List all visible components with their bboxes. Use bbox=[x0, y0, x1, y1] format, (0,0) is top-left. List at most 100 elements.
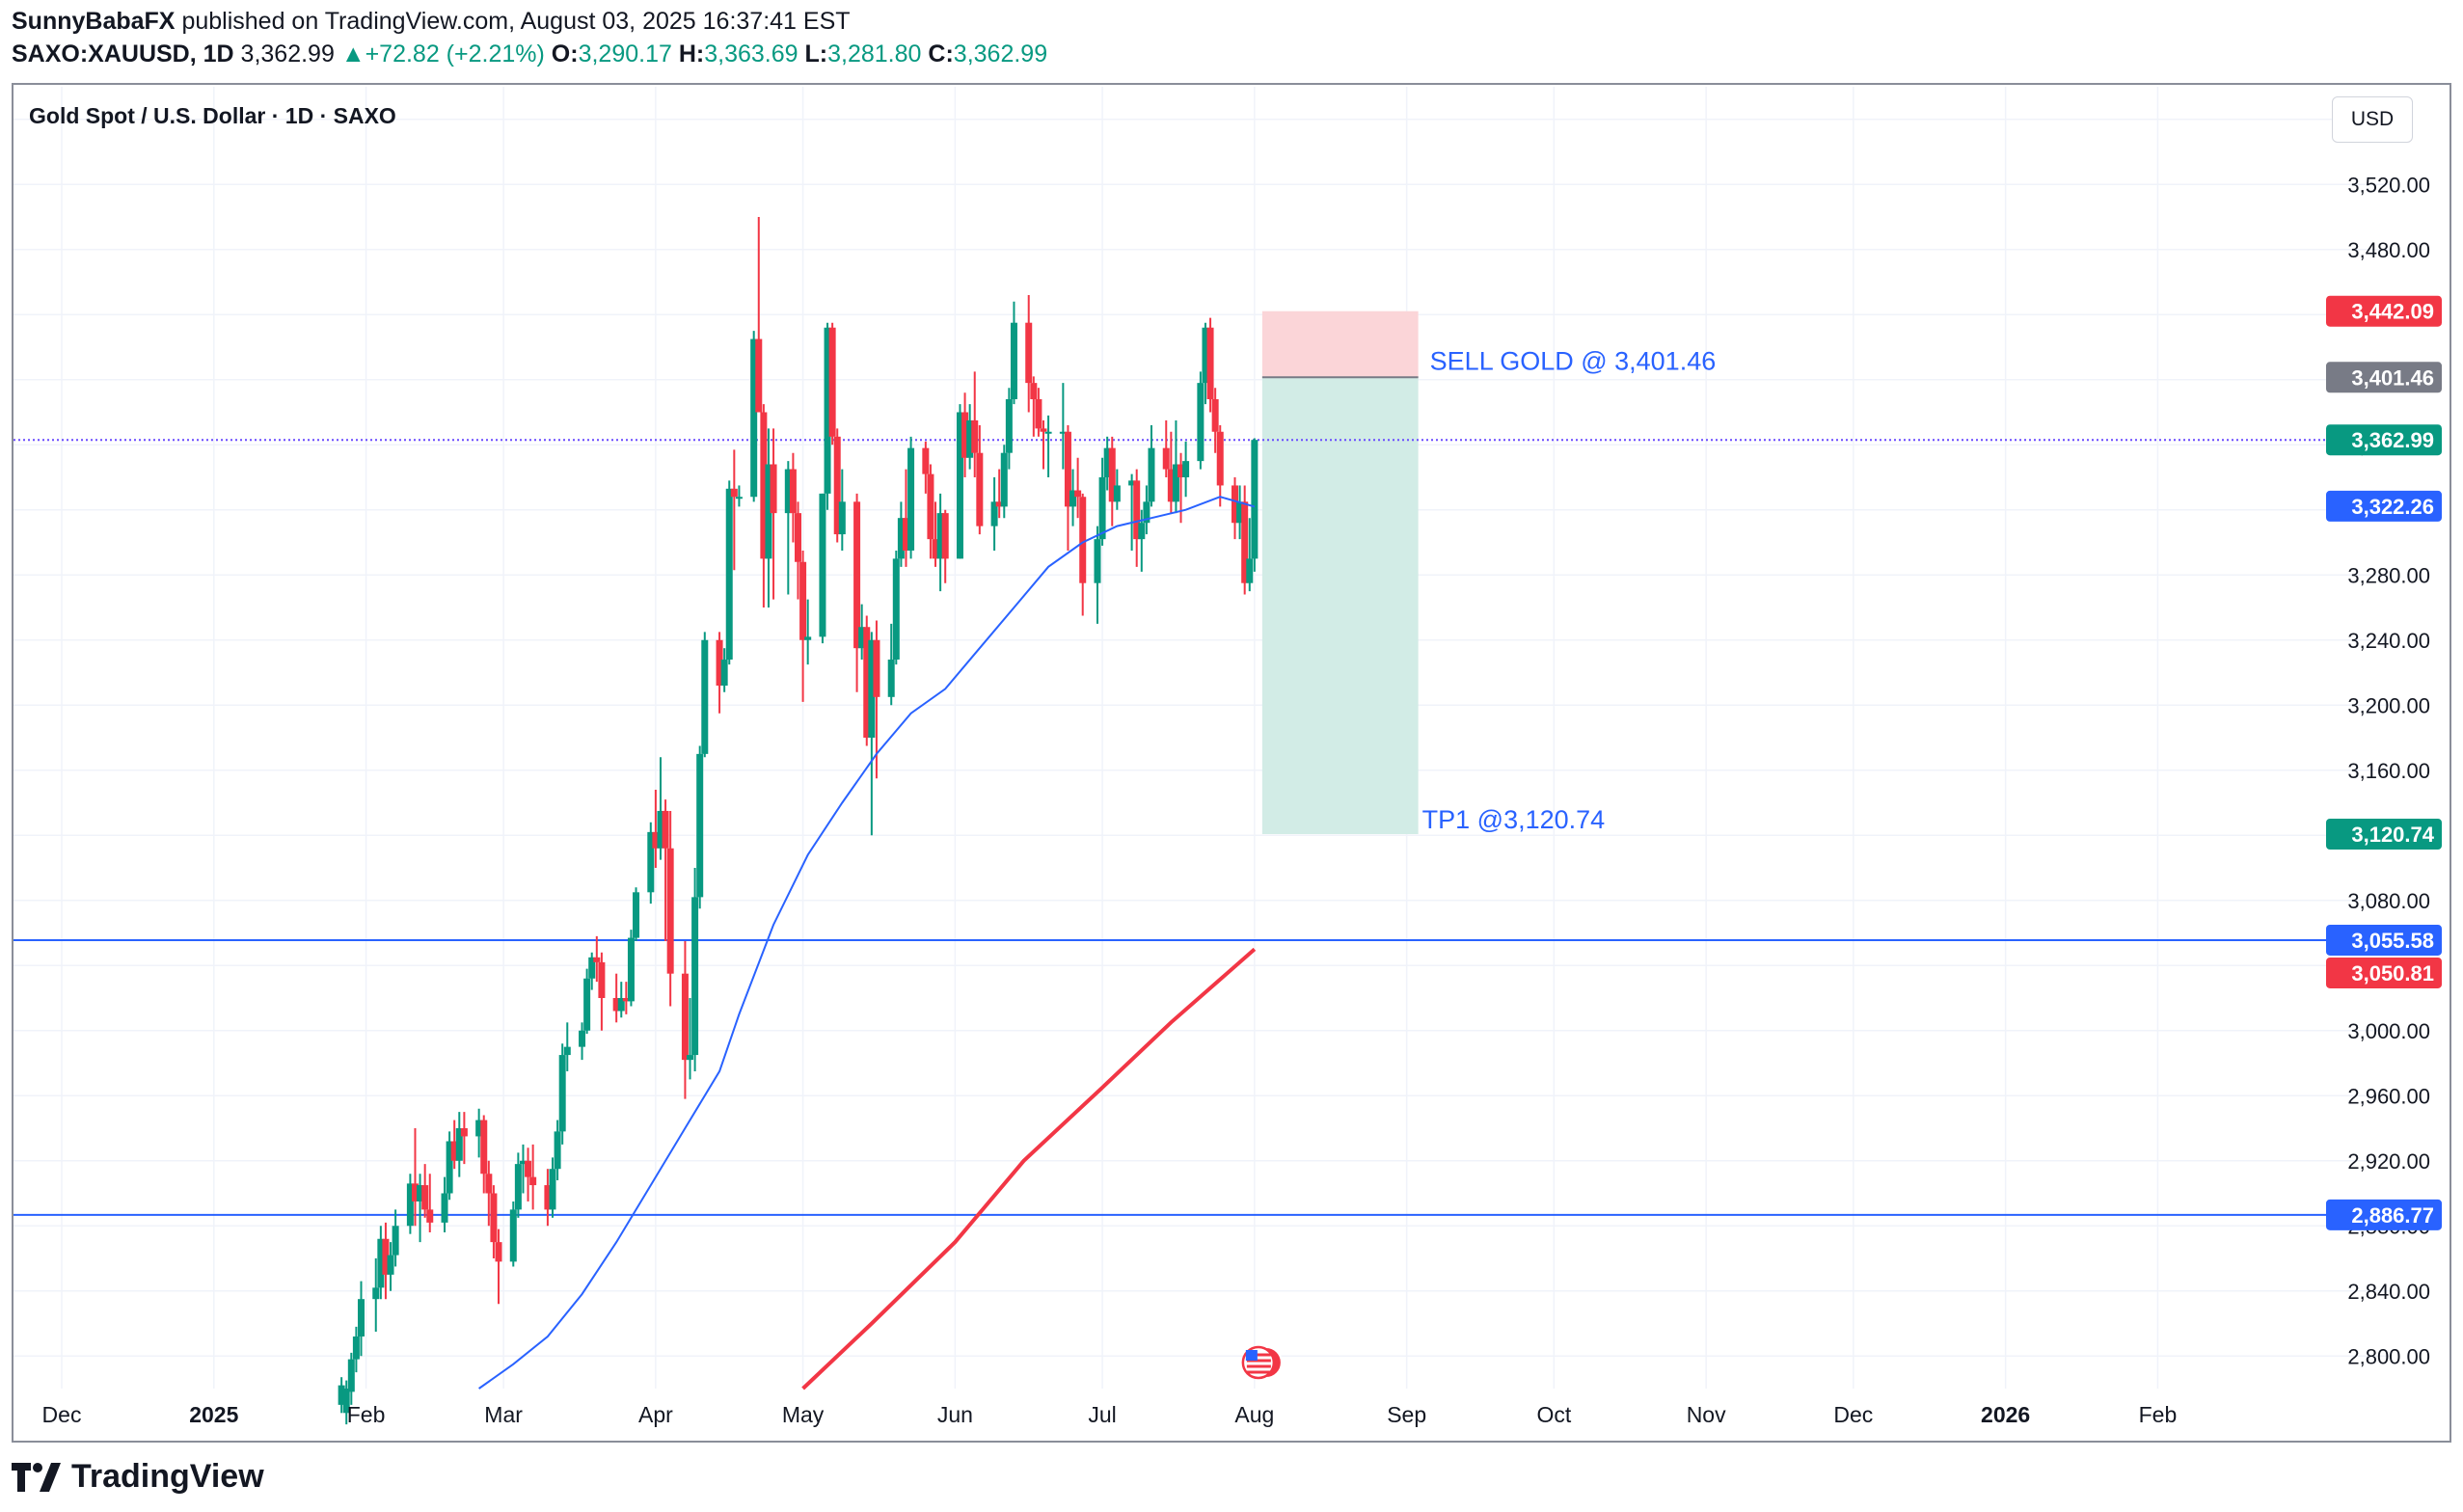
candle bbox=[873, 620, 880, 779]
price-tag-bg bbox=[2326, 1199, 2442, 1230]
axis-labels: 2,800.002,840.002,880.002,920.002,960.00… bbox=[42, 173, 2430, 1427]
candle bbox=[1113, 469, 1121, 510]
candle bbox=[687, 998, 694, 1080]
candle bbox=[907, 436, 915, 559]
candle bbox=[450, 1120, 458, 1170]
candle bbox=[342, 1380, 350, 1425]
candle-body bbox=[627, 937, 635, 1002]
price-tag-bg bbox=[2326, 819, 2442, 850]
candle bbox=[588, 952, 596, 990]
candle bbox=[1197, 371, 1204, 470]
candle-body bbox=[770, 464, 777, 514]
candle-body bbox=[795, 513, 801, 562]
candle bbox=[509, 1201, 517, 1267]
price-tag-bg bbox=[2326, 490, 2442, 522]
price-tag-bg bbox=[2326, 924, 2442, 956]
candle-body bbox=[765, 464, 772, 559]
x-tick-label: 2026 bbox=[1981, 1402, 2030, 1427]
candle-body bbox=[784, 469, 792, 514]
candle-body bbox=[417, 1185, 424, 1202]
candle bbox=[377, 1226, 385, 1300]
publisher-name[interactable]: SunnyBabaFX bbox=[12, 8, 176, 35]
price-tag: 3,055.58 bbox=[2326, 924, 2442, 956]
candle bbox=[529, 1144, 537, 1210]
x-tick-label: Oct bbox=[1536, 1402, 1571, 1427]
candle bbox=[784, 461, 792, 595]
candle bbox=[406, 1174, 414, 1234]
y-tick-label: 3,480.00 bbox=[2347, 238, 2430, 262]
candle-body bbox=[357, 1299, 365, 1336]
candle bbox=[971, 371, 979, 477]
candle bbox=[347, 1352, 355, 1405]
candle bbox=[795, 501, 801, 600]
candle bbox=[662, 799, 669, 941]
candle bbox=[485, 1160, 493, 1227]
x-tick-label: Nov bbox=[1687, 1402, 1726, 1427]
candle bbox=[446, 1131, 453, 1201]
y-tick-label: 2,960.00 bbox=[2347, 1084, 2430, 1108]
candle-body bbox=[936, 513, 944, 559]
candle-body bbox=[1182, 461, 1190, 477]
candle-body bbox=[750, 338, 758, 498]
candle-body bbox=[1148, 447, 1155, 502]
candle bbox=[593, 935, 601, 983]
candle-body bbox=[804, 636, 812, 640]
y-tick-label: 3,200.00 bbox=[2347, 693, 2430, 717]
candle-body bbox=[666, 848, 674, 974]
y-tick-label: 3,160.00 bbox=[2347, 759, 2430, 783]
candle bbox=[514, 1152, 522, 1218]
candle bbox=[421, 1164, 429, 1218]
candle bbox=[1216, 425, 1224, 507]
candle bbox=[475, 1108, 483, 1158]
y-tick-label: 3,240.00 bbox=[2347, 629, 2430, 653]
candle bbox=[750, 331, 758, 502]
candle bbox=[1206, 317, 1214, 413]
candle bbox=[1162, 419, 1170, 477]
candle-body bbox=[1241, 501, 1249, 583]
candle-body bbox=[838, 501, 846, 535]
candle-body bbox=[588, 957, 596, 979]
currency-button[interactable]: USD bbox=[2332, 96, 2413, 143]
candle bbox=[1133, 469, 1141, 567]
candle bbox=[1000, 445, 1008, 519]
candle bbox=[819, 493, 826, 644]
candle bbox=[730, 449, 738, 571]
last-price: 3,362.99 bbox=[240, 40, 335, 68]
tradingview-logo-icon bbox=[12, 1462, 61, 1492]
price-tag: 3,442.09 bbox=[2326, 295, 2442, 327]
x-tick-label: Dec bbox=[1833, 1402, 1873, 1427]
tradingview-logo[interactable]: TradingView bbox=[12, 1458, 264, 1496]
candle bbox=[372, 1258, 380, 1332]
candle-body bbox=[687, 1055, 694, 1061]
candle bbox=[1167, 431, 1175, 514]
price-tag-label: 3,050.81 bbox=[2351, 961, 2434, 986]
candle bbox=[1064, 425, 1071, 551]
x-tick-label: 2025 bbox=[189, 1402, 238, 1427]
candle bbox=[411, 1128, 419, 1227]
price-tag-label: 3,401.46 bbox=[2351, 365, 2434, 390]
target-label: TP1 @3,120.74 bbox=[1422, 805, 1606, 834]
candle-body bbox=[1133, 480, 1141, 540]
y-tick-label: 2,840.00 bbox=[2347, 1280, 2430, 1304]
publish-line: SunnyBabaFX published on TradingView.com… bbox=[12, 8, 851, 36]
candle bbox=[976, 425, 984, 535]
candle bbox=[338, 1377, 345, 1414]
x-tick-label: Jun bbox=[937, 1402, 973, 1427]
candle bbox=[892, 550, 900, 665]
candle-body bbox=[1172, 464, 1179, 502]
up-arrow-icon: ▲ bbox=[340, 40, 365, 68]
candle bbox=[1246, 518, 1254, 592]
candle-body bbox=[455, 1128, 463, 1161]
candle bbox=[612, 973, 620, 1023]
candle bbox=[558, 1043, 566, 1145]
candle-body bbox=[1143, 501, 1150, 524]
candle bbox=[789, 452, 797, 543]
candle bbox=[357, 1281, 365, 1357]
candle bbox=[824, 322, 831, 510]
candle bbox=[927, 464, 934, 559]
price-tag-label: 3,362.99 bbox=[2351, 428, 2434, 452]
candle bbox=[455, 1112, 463, 1177]
candle-body bbox=[868, 639, 876, 738]
candle bbox=[1030, 376, 1038, 437]
